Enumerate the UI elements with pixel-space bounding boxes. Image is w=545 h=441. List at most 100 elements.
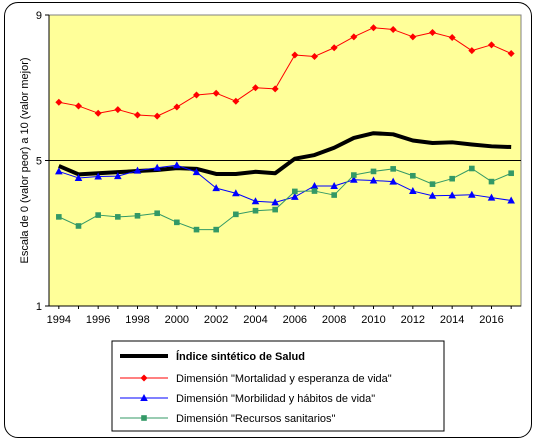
series-group (55, 24, 515, 233)
x-tick-label: 2008 (322, 314, 346, 326)
data-point (271, 85, 279, 93)
data-point (140, 394, 148, 401)
data-point (114, 106, 122, 114)
legend-label: Dimensión "Morbilidad y hábitos de vida" (176, 393, 375, 405)
data-point (140, 374, 148, 382)
data-point (233, 211, 239, 218)
data-point (271, 198, 279, 206)
data-point (350, 33, 358, 41)
data-point (310, 181, 319, 189)
data-point (390, 166, 396, 172)
data-point (153, 112, 161, 120)
axes: 1 5 9 1994 1996 1998 2000 2002 2004 2006 2008 2010 2… (36, 10, 521, 326)
data-point (154, 210, 160, 217)
data-point (56, 214, 62, 220)
series-2 (55, 24, 515, 120)
legend-box (111, 340, 445, 432)
data-point (350, 175, 358, 183)
data-point (487, 193, 496, 201)
x-tick-label: 2006 (283, 314, 307, 326)
y-axis-label: Escala de 0 (valor peor) a 10 (valor mej… (19, 57, 31, 263)
data-point (292, 188, 298, 195)
series-line (58, 164, 512, 203)
y-tick-label: 9 (36, 10, 42, 22)
series-4 (56, 165, 514, 233)
data-point (330, 44, 338, 52)
data-point (212, 184, 220, 192)
data-point (370, 168, 377, 175)
x-tick-label: 2012 (401, 314, 425, 326)
data-point (468, 47, 476, 55)
series-3 (55, 161, 515, 206)
data-point (133, 166, 142, 174)
data-point (134, 212, 141, 219)
data-point (369, 176, 378, 184)
data-point (508, 170, 514, 177)
data-point (193, 91, 200, 99)
data-point (330, 181, 338, 189)
data-point (507, 196, 515, 204)
data-point (75, 102, 82, 110)
x-tick-label: 2000 (165, 314, 189, 326)
data-point (174, 219, 180, 226)
data-point (429, 181, 436, 187)
data-point (311, 188, 318, 194)
data-point (410, 172, 416, 179)
data-point (449, 175, 455, 182)
data-point (173, 103, 181, 111)
x-tick-label: 2002 (204, 314, 228, 326)
data-point (331, 192, 337, 198)
data-point (409, 187, 417, 195)
data-point (507, 50, 515, 58)
data-point (251, 197, 260, 205)
y-tick-label: 5 (36, 156, 42, 168)
legend-label: Dimensión "Mortalidad y esperanza de vid… (176, 373, 392, 385)
data-point (272, 206, 278, 213)
data-point (173, 161, 181, 169)
data-point (409, 33, 417, 41)
data-point (55, 167, 63, 175)
data-point (232, 97, 240, 105)
legend: Índice sintético de Salud Dimensión "Mort… (111, 340, 445, 432)
series-line (58, 168, 512, 231)
data-point (488, 41, 495, 49)
y-tick-label: 1 (36, 301, 42, 313)
data-point (448, 34, 456, 42)
data-point (213, 226, 219, 233)
data-point (428, 191, 437, 199)
x-tick-label: 2004 (243, 314, 267, 326)
x-tick-label: 1998 (125, 314, 149, 326)
data-point (311, 52, 318, 60)
legend-label: Dimensión "Recursos sanitarios" (176, 413, 336, 425)
data-point (389, 26, 397, 34)
data-point (153, 163, 161, 171)
data-point (291, 51, 299, 59)
data-point (448, 191, 456, 199)
data-point (469, 165, 475, 172)
data-point (429, 28, 436, 36)
data-point (252, 84, 259, 92)
data-point (94, 172, 102, 180)
x-tick-label: 2014 (440, 314, 464, 326)
data-point (114, 172, 122, 180)
x-tick-label: 2016 (479, 314, 503, 326)
data-point (488, 178, 495, 185)
data-point (212, 89, 220, 97)
data-point (252, 207, 259, 214)
data-point (468, 190, 476, 198)
data-point (291, 192, 299, 200)
data-point (193, 226, 200, 233)
data-point (75, 223, 82, 229)
x-tick-label: 1996 (86, 314, 110, 326)
data-point (141, 415, 147, 421)
data-point (74, 173, 83, 181)
data-point (351, 172, 357, 178)
data-point (115, 214, 121, 220)
x-tick-label: 2010 (361, 314, 385, 326)
data-point (94, 109, 102, 117)
data-point (232, 189, 240, 197)
series-line (58, 27, 512, 117)
data-point (55, 98, 63, 106)
data-point (370, 24, 377, 32)
